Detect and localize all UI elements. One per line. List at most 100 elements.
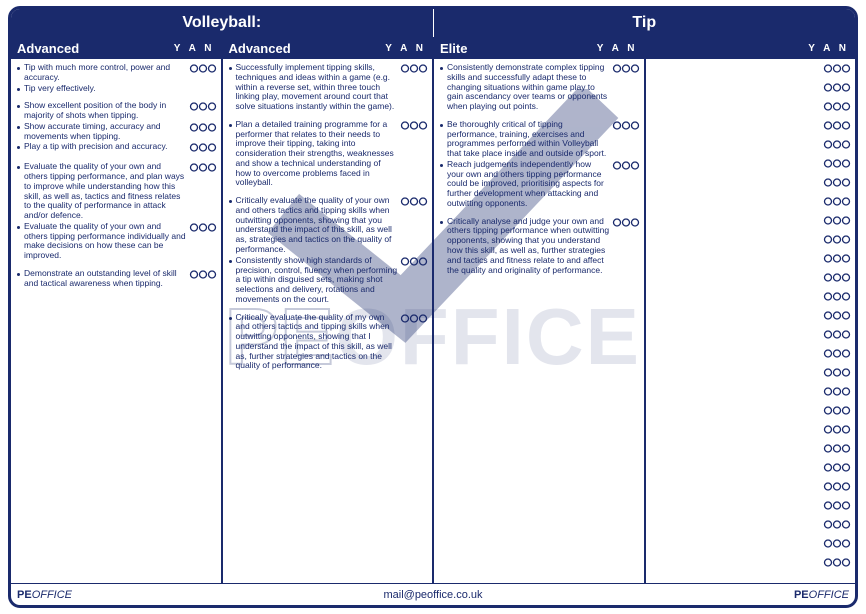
empty-row: [652, 291, 852, 308]
column-title: Advanced: [229, 41, 291, 56]
yan-bubbles[interactable]: [187, 162, 217, 174]
item-text-row: Evaluate the quality of your own and oth…: [17, 162, 187, 221]
yan-bubbles[interactable]: [821, 253, 851, 270]
column-header: AdvancedY A N: [11, 37, 221, 59]
footer-mail: mail@peoffice.co.uk: [72, 589, 794, 601]
footer: PEOFFICE mail@peoffice.co.uk PEOFFICE: [11, 583, 855, 605]
empty-row: [652, 405, 852, 422]
empty-row: [652, 177, 852, 194]
yan-bubbles[interactable]: [821, 63, 851, 80]
yan-bubbles[interactable]: [821, 557, 851, 574]
page-frame: Volleyball: Tip AdvancedY A NTip with mu…: [8, 6, 858, 608]
yan-bubbles[interactable]: [821, 310, 851, 327]
yan-bubbles[interactable]: [821, 481, 851, 498]
yan-bubbles[interactable]: [398, 63, 428, 75]
yan-bubbles[interactable]: [821, 101, 851, 118]
yan-bubbles[interactable]: [821, 177, 851, 194]
yan-bubbles[interactable]: [821, 424, 851, 441]
yan-bubbles[interactable]: [610, 217, 640, 229]
yan-bubbles[interactable]: [821, 462, 851, 479]
column-header: EliteY A N: [434, 37, 644, 59]
yan-bubbles[interactable]: [821, 405, 851, 422]
yan-bubbles[interactable]: [187, 269, 217, 281]
yan-bubbles[interactable]: [187, 222, 217, 234]
bullet-icon: [229, 67, 232, 70]
empty-row: [652, 101, 852, 118]
yan-bubbles[interactable]: [821, 443, 851, 460]
item-text: Reach judgements independently how your …: [447, 160, 610, 209]
bullet-icon: [440, 221, 443, 224]
bullet-icon: [440, 164, 443, 167]
yan-bubbles[interactable]: [610, 120, 640, 132]
bullet-icon: [229, 260, 232, 263]
yan-bubbles[interactable]: [821, 291, 851, 308]
yan-bubbles[interactable]: [398, 313, 428, 325]
yan-bubbles[interactable]: [187, 84, 217, 85]
assessment-item: Demonstrate an outstanding level of skil…: [17, 269, 217, 289]
top-title-left: Volleyball:: [11, 9, 434, 37]
empty-row: [652, 120, 852, 137]
item-text-row: Play a tip with precision and accuracy.: [17, 142, 187, 152]
yan-bubbles[interactable]: [187, 101, 217, 113]
yan-bubbles[interactable]: [187, 63, 217, 75]
empty-row: [652, 234, 852, 251]
item-text-row: Show accurate timing, accuracy and movem…: [17, 122, 187, 142]
yan-bubbles[interactable]: [398, 196, 428, 208]
item-text-row: Plan a detailed training programme for a…: [229, 120, 399, 188]
yan-bubbles[interactable]: [610, 63, 640, 75]
yan-bubbles[interactable]: [187, 122, 217, 134]
columns-container: AdvancedY A NTip with much more control,…: [11, 37, 855, 583]
empty-row: [652, 538, 852, 555]
yan-bubbles[interactable]: [821, 500, 851, 517]
yan-header: Y A N: [385, 43, 426, 54]
item-text: Show accurate timing, accuracy and movem…: [24, 122, 187, 142]
yan-bubbles[interactable]: [821, 538, 851, 555]
column: AdvancedY A NTip with much more control,…: [11, 37, 223, 583]
yan-bubbles[interactable]: [821, 158, 851, 175]
item-text: Critically analyse and judge your own an…: [447, 217, 610, 276]
bullet-icon: [17, 88, 20, 91]
item-text: Successfully implement tipping skills, t…: [236, 63, 399, 112]
yan-bubbles[interactable]: [821, 82, 851, 99]
item-text: Be thoroughly critical of tipping perfor…: [447, 120, 610, 159]
footer-logo-right: PEOFFICE: [794, 589, 849, 601]
yan-bubbles[interactable]: [821, 386, 851, 403]
column-header: Y A N: [646, 37, 856, 59]
yan-bubbles[interactable]: [821, 234, 851, 251]
yan-bubbles[interactable]: [821, 272, 851, 289]
empty-row: [652, 424, 852, 441]
bullet-icon: [17, 146, 20, 149]
assessment-item: Consistently demonstrate complex tipping…: [440, 63, 640, 112]
empty-row: [652, 253, 852, 270]
assessment-item: Critically evaluate the quality of my ow…: [229, 313, 429, 372]
assessment-item: Show excellent position of the body in m…: [17, 101, 217, 121]
item-text: Critically evaluate the quality of your …: [236, 196, 399, 255]
item-text: Consistently show high standards of prec…: [236, 256, 399, 305]
assessment-item: Reach judgements independently how your …: [440, 160, 640, 209]
item-text-row: Consistently demonstrate complex tipping…: [440, 63, 610, 112]
bullet-icon: [17, 226, 20, 229]
yan-bubbles[interactable]: [821, 329, 851, 346]
yan-bubbles[interactable]: [821, 196, 851, 213]
yan-bubbles[interactable]: [821, 215, 851, 232]
yan-bubbles[interactable]: [821, 348, 851, 365]
yan-bubbles[interactable]: [610, 160, 640, 172]
item-text-row: Show excellent position of the body in m…: [17, 101, 187, 121]
empty-row: [652, 63, 852, 80]
item-text: Evaluate the quality of your own and oth…: [24, 222, 187, 261]
bullet-icon: [17, 273, 20, 276]
assessment-item: Evaluate the quality of your own and oth…: [17, 222, 217, 261]
yan-bubbles[interactable]: [821, 139, 851, 156]
item-text-row: Critically analyse and judge your own an…: [440, 217, 610, 276]
yan-bubbles[interactable]: [821, 367, 851, 384]
yan-bubbles[interactable]: [821, 519, 851, 536]
column-header: Advanced Y A N: [223, 37, 433, 59]
assessment-item: Be thoroughly critical of tipping perfor…: [440, 120, 640, 159]
yan-bubbles[interactable]: [821, 120, 851, 137]
yan-bubbles[interactable]: [187, 142, 217, 154]
yan-bubbles[interactable]: [398, 120, 428, 132]
item-text-row: Tip very effectively.: [17, 84, 187, 94]
footer-logo-right-pe: PE: [794, 589, 809, 601]
item-text: Plan a detailed training programme for a…: [236, 120, 399, 188]
yan-bubbles[interactable]: [398, 256, 428, 268]
